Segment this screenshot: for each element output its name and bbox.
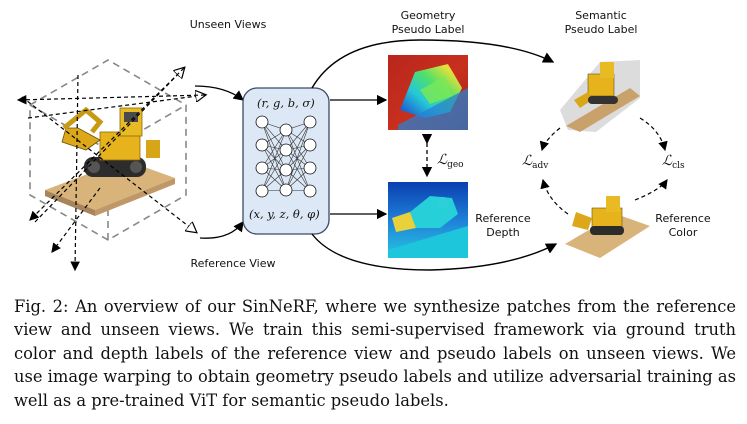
semantic-image — [560, 60, 640, 132]
figure-caption: Fig. 2: An overview of our SinNeRF, wher… — [14, 295, 736, 412]
loss-cls-sub: cls — [672, 161, 685, 171]
network-output-text: (r, g, b, σ) — [257, 96, 315, 110]
reference-color-line2: Color — [668, 226, 698, 239]
reference-view-label: Reference View — [190, 257, 276, 270]
semantic-line1: Semantic — [575, 9, 627, 22]
caption-prefix: Fig. 2: — [14, 297, 69, 316]
semantic-line2: Pseudo Label — [564, 23, 638, 36]
cls-arrow-bottom — [634, 179, 668, 201]
loss-adv-sub: adv — [532, 161, 549, 171]
unseen-view-rays — [21, 68, 205, 272]
reference-depth-line2: Depth — [486, 226, 520, 239]
unseen-views-label: Unseen Views — [189, 18, 267, 31]
geometry-depth-image — [388, 55, 468, 130]
network-input-text: (x, y, z, θ, φ) — [249, 207, 320, 221]
ray-heads-reverse — [16, 67, 206, 221]
reference-depth-image — [388, 182, 468, 258]
arrow-reference-to-network — [199, 220, 244, 239]
reference-color-line1: Reference — [655, 212, 711, 225]
loss-adv-symbol: ℒ — [522, 153, 533, 169]
arrow-unseen-to-network — [194, 85, 245, 101]
loss-geo: ℒgeo — [437, 152, 464, 170]
loss-cls-symbol: ℒ — [662, 153, 673, 169]
reference-depth-label: Reference Depth — [470, 212, 536, 240]
loss-geo-sub: geo — [447, 160, 464, 170]
geometry-pseudo-label-title: Geometry Pseudo Label — [370, 9, 486, 37]
mlp-diagram — [255, 115, 317, 198]
figure-drawing — [16, 39, 668, 272]
reference-color-label: Reference Color — [650, 212, 716, 240]
bulldozer-model — [61, 106, 160, 177]
arrow-to-reference-color — [311, 233, 558, 271]
loss-geo-symbol: ℒ — [437, 152, 448, 168]
overview-figure: Unseen Views Reference View Geometry Pse… — [16, 9, 716, 272]
adv-arrow-top — [539, 127, 561, 152]
geometry-line2: Pseudo Label — [391, 23, 465, 36]
loss-cls: ℒcls — [662, 153, 685, 171]
arrow-to-semantic — [311, 39, 555, 89]
cls-arrow-top — [639, 117, 668, 152]
semantic-pseudo-label-title: Semantic Pseudo Label — [546, 9, 656, 37]
loss-adv: ℒadv — [522, 153, 548, 171]
reference-depth-line1: Reference — [475, 212, 531, 225]
geometry-line1: Geometry — [400, 9, 456, 22]
adv-arrow-bottom — [540, 178, 569, 215]
reference-color-image — [565, 196, 650, 258]
caption-text: An overview of our SinNeRF, where we syn… — [14, 297, 736, 410]
